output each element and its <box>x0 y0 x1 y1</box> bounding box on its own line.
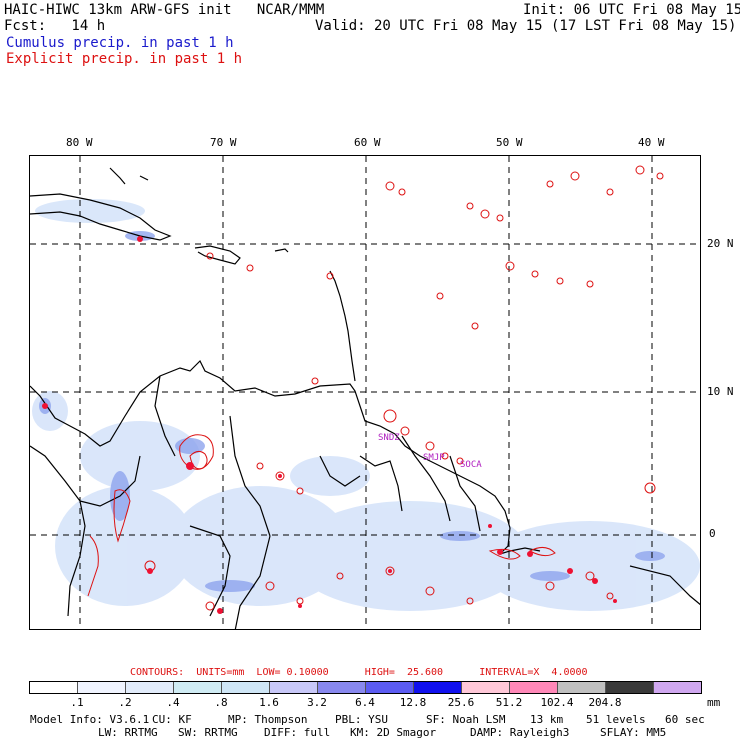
lat-label-10n: 10 N <box>707 385 734 398</box>
colorbar-seg <box>78 682 126 693</box>
colorbar-seg <box>174 682 222 693</box>
lon-label-50w: 50 W <box>496 136 523 149</box>
model-lw: LW: RRTMG <box>98 726 158 739</box>
model-pbl: PBL: YSU <box>335 713 388 726</box>
colorbar-tick: .1 <box>70 696 84 709</box>
model-levels: 51 levels <box>586 713 646 726</box>
colorbar-tick: 12.8 <box>399 696 427 709</box>
station-smjp: SMJP <box>423 453 445 463</box>
lat-lon-grid <box>30 156 700 629</box>
lat-label-20n: 20 N <box>707 237 734 250</box>
model-version: Model Info: V3.6.1 <box>30 713 150 726</box>
model-damp: DAMP: Rayleigh3 <box>470 726 570 739</box>
colorbar-tick: 6.4 <box>355 696 375 709</box>
cumulus-legend: Cumulus precip. in past 1 h <box>6 35 234 51</box>
colorbar-seg <box>126 682 174 693</box>
model-sflay: SFLAY: MM5 <box>600 726 667 739</box>
colorbar-tick: 102.4 <box>540 696 574 709</box>
map-title: HAIC-HIWC 13km ARW-GFS init NCAR/MMM <box>4 2 325 18</box>
explicit-legend: Explicit precip. in past 1 h <box>6 51 243 67</box>
colorbar-seg <box>414 682 462 693</box>
colorbar-tick: 204.8 <box>588 696 622 709</box>
cumulus-shading <box>32 199 700 611</box>
model-sf: SF: Noah LSM <box>426 713 506 726</box>
colorbar-seg <box>366 682 414 693</box>
colorbar <box>29 681 702 694</box>
lon-label-70w: 70 W <box>210 136 237 149</box>
model-resolution: 13 km <box>530 713 564 726</box>
colorbar-seg <box>558 682 606 693</box>
contours-info: CONTOURS: UNITS=mm LOW= 0.10000 HIGH= 25… <box>130 667 588 678</box>
colorbar-seg <box>462 682 510 693</box>
colorbar-tick: 1.6 <box>259 696 279 709</box>
precip-map: SNDZ SMJP SOCA <box>29 155 701 630</box>
model-cu: CU: KF <box>152 713 192 726</box>
colorbar-tick: .8 <box>214 696 228 709</box>
model-km: KM: 2D Smagor <box>350 726 437 739</box>
forecast-hour: Fcst: 14 h <box>4 18 106 34</box>
colorbar-seg <box>270 682 318 693</box>
model-timestep: 60 sec <box>665 713 705 726</box>
colorbar-seg <box>222 682 270 693</box>
explicit-contours <box>87 165 664 611</box>
lon-label-40w: 40 W <box>638 136 665 149</box>
valid-time: Valid: 20 UTC Fri 08 May 15 (17 LST Fri … <box>315 18 737 34</box>
station-sndz: SNDZ <box>378 433 400 443</box>
model-mp: MP: Thompson <box>228 713 308 726</box>
init-time: Init: 06 UTC Fri 08 May 15 <box>523 2 740 18</box>
colorbar-seg <box>510 682 558 693</box>
lon-label-60w: 60 W <box>354 136 381 149</box>
colorbar-seg <box>30 682 78 693</box>
colorbar-tick: 3.2 <box>307 696 327 709</box>
colorbar-tick: 25.6 <box>447 696 475 709</box>
model-sw: SW: RRTMG <box>178 726 238 739</box>
colorbar-units: mm <box>707 696 721 709</box>
colorbar-seg <box>606 682 654 693</box>
colorbar-tick: .4 <box>166 696 180 709</box>
colorbar-tick: .2 <box>118 696 132 709</box>
colorbar-seg <box>318 682 366 693</box>
map-canvas <box>30 156 700 629</box>
lat-label-equator: 0 <box>709 527 716 540</box>
heavy-precip-cores <box>42 236 617 614</box>
model-diff: DIFF: full <box>264 726 331 739</box>
lon-label-80w: 80 W <box>66 136 93 149</box>
colorbar-seg <box>654 682 701 693</box>
colorbar-tick: 51.2 <box>495 696 523 709</box>
coastlines <box>30 167 700 629</box>
station-soca: SOCA <box>460 460 482 470</box>
